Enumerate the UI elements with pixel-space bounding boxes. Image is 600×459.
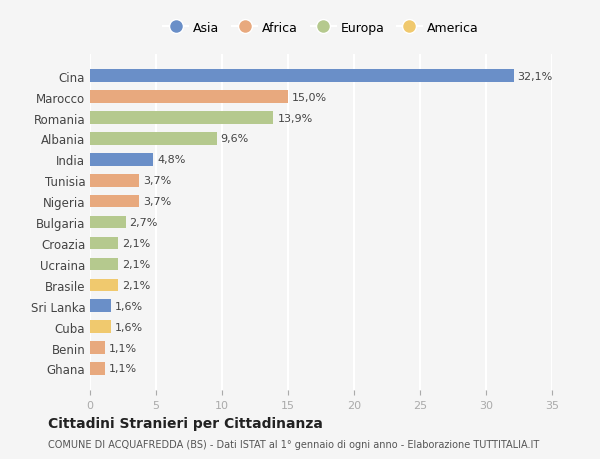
Bar bbox=[90, 154, 154, 166]
Bar bbox=[90, 91, 288, 104]
Bar bbox=[90, 279, 118, 291]
Bar bbox=[90, 174, 139, 187]
Text: 2,1%: 2,1% bbox=[122, 280, 150, 290]
Bar bbox=[90, 258, 118, 271]
Text: 1,6%: 1,6% bbox=[115, 322, 143, 332]
Text: 13,9%: 13,9% bbox=[277, 113, 313, 123]
Bar bbox=[90, 363, 104, 375]
Bar bbox=[90, 196, 139, 208]
Text: 3,7%: 3,7% bbox=[143, 197, 171, 207]
Text: COMUNE DI ACQUAFREDDA (BS) - Dati ISTAT al 1° gennaio di ogni anno - Elaborazion: COMUNE DI ACQUAFREDDA (BS) - Dati ISTAT … bbox=[48, 440, 539, 449]
Bar bbox=[90, 70, 514, 83]
Text: 1,6%: 1,6% bbox=[115, 301, 143, 311]
Text: 2,1%: 2,1% bbox=[122, 239, 150, 248]
Text: 4,8%: 4,8% bbox=[157, 155, 185, 165]
Bar bbox=[90, 133, 217, 146]
Text: 1,1%: 1,1% bbox=[109, 343, 137, 353]
Text: 2,1%: 2,1% bbox=[122, 259, 150, 269]
Text: 3,7%: 3,7% bbox=[143, 176, 171, 186]
Bar bbox=[90, 321, 111, 333]
Text: 2,7%: 2,7% bbox=[130, 218, 158, 228]
Bar bbox=[90, 341, 104, 354]
Text: 9,6%: 9,6% bbox=[221, 134, 249, 144]
Legend: Asia, Africa, Europa, America: Asia, Africa, Europa, America bbox=[160, 18, 482, 38]
Text: 1,1%: 1,1% bbox=[109, 364, 137, 374]
Text: 15,0%: 15,0% bbox=[292, 92, 327, 102]
Bar bbox=[90, 216, 125, 229]
Bar bbox=[90, 112, 274, 124]
Text: 32,1%: 32,1% bbox=[518, 72, 553, 82]
Bar bbox=[90, 237, 118, 250]
Text: Cittadini Stranieri per Cittadinanza: Cittadini Stranieri per Cittadinanza bbox=[48, 416, 323, 430]
Bar bbox=[90, 300, 111, 312]
